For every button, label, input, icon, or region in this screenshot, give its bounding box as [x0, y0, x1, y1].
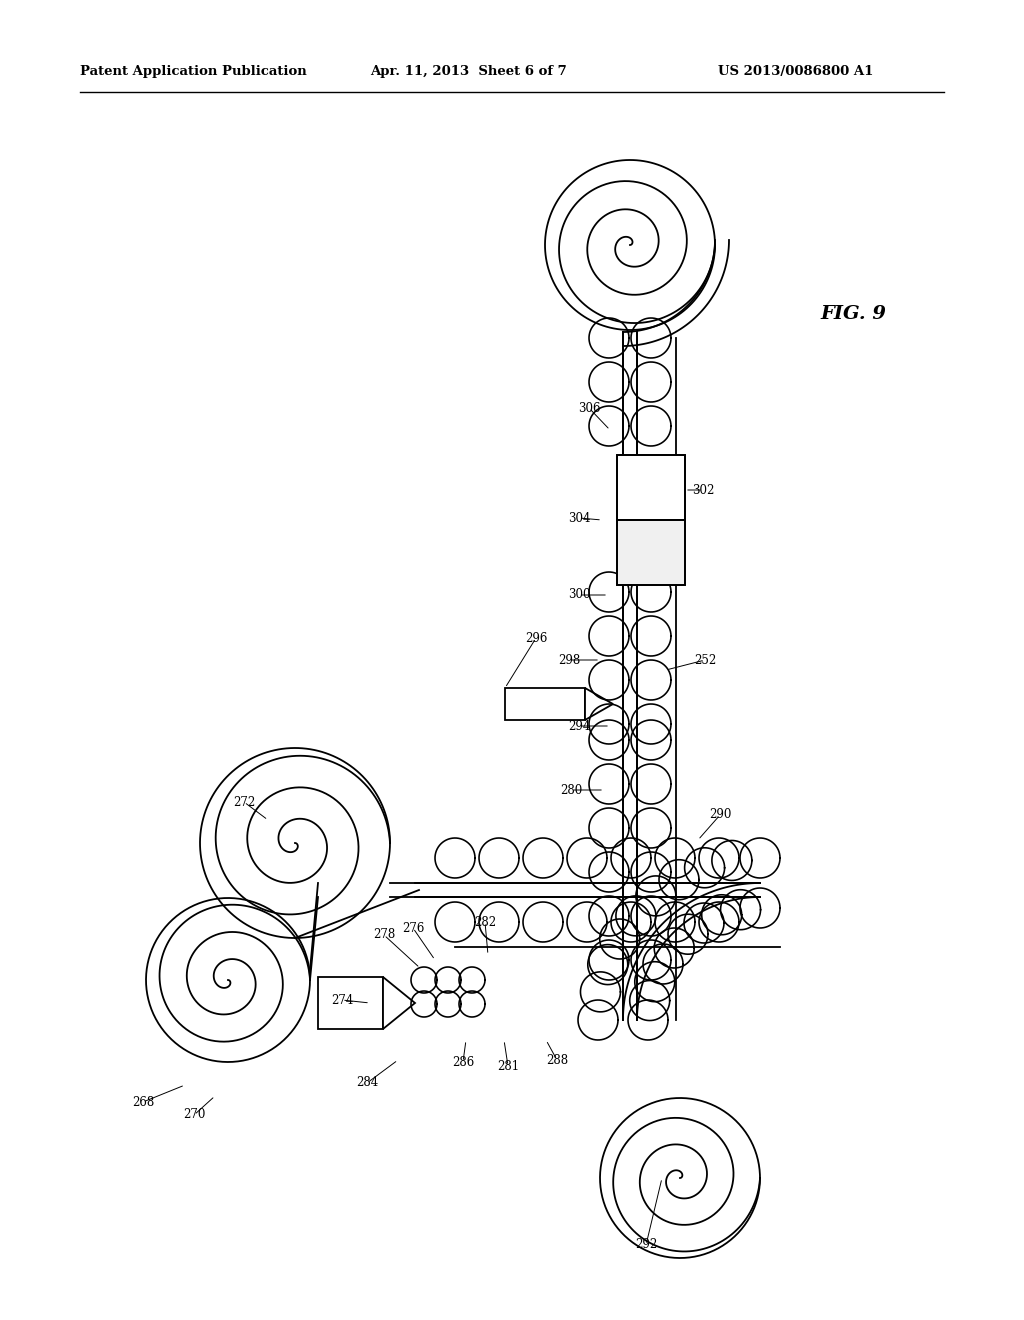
Text: 302: 302 — [692, 483, 714, 496]
Text: US 2013/0086800 A1: US 2013/0086800 A1 — [718, 65, 873, 78]
Text: 278: 278 — [373, 928, 395, 941]
Text: 270: 270 — [183, 1109, 205, 1122]
Text: 276: 276 — [401, 921, 424, 935]
Bar — [617, 520, 685, 585]
Text: 280: 280 — [560, 784, 582, 796]
Text: Patent Application Publication: Patent Application Publication — [80, 65, 307, 78]
Text: 294: 294 — [568, 719, 590, 733]
Text: 284: 284 — [356, 1077, 378, 1089]
Bar — [318, 977, 383, 1030]
Text: FIG. 9: FIG. 9 — [820, 305, 886, 323]
Text: 268: 268 — [132, 1096, 155, 1109]
Text: Apr. 11, 2013  Sheet 6 of 7: Apr. 11, 2013 Sheet 6 of 7 — [370, 65, 566, 78]
Text: 296: 296 — [525, 631, 547, 644]
Text: 290: 290 — [709, 808, 731, 821]
Text: 272: 272 — [232, 796, 255, 808]
Text: 304: 304 — [567, 511, 590, 524]
Bar — [617, 455, 685, 520]
Text: 282: 282 — [474, 916, 496, 928]
Text: 306: 306 — [578, 401, 600, 414]
Bar — [505, 688, 585, 719]
Bar — [617, 455, 685, 585]
Text: 298: 298 — [558, 653, 581, 667]
Polygon shape — [383, 977, 415, 1030]
Text: 281: 281 — [497, 1060, 519, 1072]
Text: 300: 300 — [567, 589, 590, 602]
Text: 292: 292 — [635, 1238, 657, 1251]
Polygon shape — [585, 688, 613, 719]
Text: 252: 252 — [694, 653, 716, 667]
Text: 274: 274 — [331, 994, 353, 1006]
Text: 286: 286 — [452, 1056, 474, 1068]
Text: 288: 288 — [546, 1053, 568, 1067]
